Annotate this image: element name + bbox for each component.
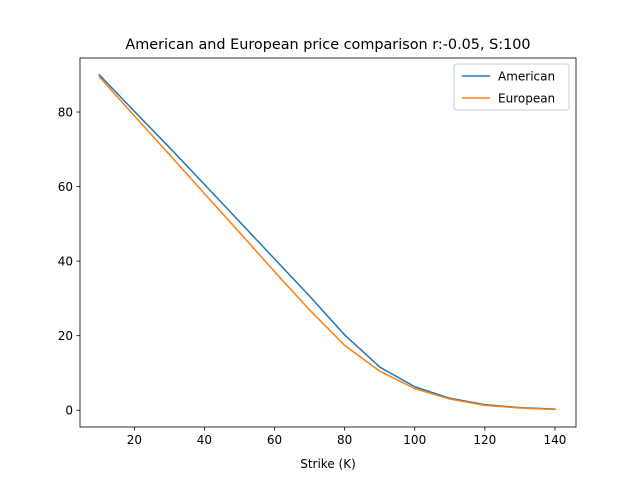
series-layer [98,73,556,411]
x-tick-label: 80 [337,433,352,447]
y-tick-label: 60 [58,180,73,194]
legend: American European [453,63,570,111]
legend-label-european: European [498,92,555,106]
y-tick-label: 80 [58,106,73,120]
x-tick-label: 40 [197,433,212,447]
x-tick-label: 140 [544,433,567,447]
y-axis: 0 20 40 60 80 [58,106,80,418]
x-tick-label: 20 [127,433,142,447]
chart-title: American and European price comparison r… [125,37,530,53]
plot-area [79,57,577,428]
x-axis: 20 40 60 80 100 120 140 [127,427,567,447]
y-tick-label: 40 [58,255,73,269]
x-tick-label: 120 [473,433,496,447]
x-tick-label: 60 [267,433,282,447]
x-axis-label: Strike (K) [300,457,356,471]
legend-label-american: American [498,70,555,84]
axes-frame [79,57,577,428]
y-tick-label: 0 [65,404,73,418]
x-tick-label: 100 [403,433,426,447]
y-tick-label: 20 [58,329,73,343]
series-line-european [98,75,556,411]
